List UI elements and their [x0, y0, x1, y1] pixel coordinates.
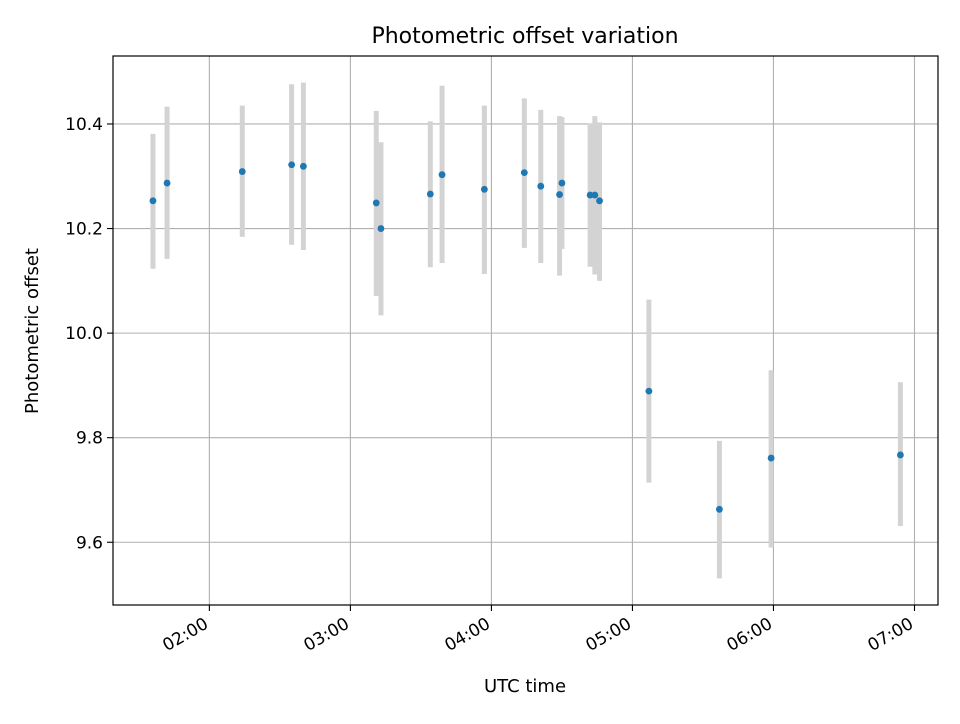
- data-point: [716, 505, 723, 513]
- x-axis-label: UTC time: [484, 676, 566, 697]
- y-tick-label: 9.6: [76, 533, 103, 553]
- data-point: [520, 169, 528, 176]
- grid: [113, 56, 938, 605]
- data-point: [591, 191, 599, 199]
- chart-title: Photometric offset variation: [371, 24, 678, 49]
- data-point: [372, 199, 380, 207]
- data-point: [377, 225, 385, 232]
- data-point: [438, 171, 446, 179]
- data-point: [896, 451, 904, 459]
- data-point: [645, 387, 653, 395]
- data-point: [537, 182, 545, 190]
- y-axis-ticks: 9.6 9.8 10.0 10.2 10.4: [65, 115, 113, 553]
- y-tick-label: 9.8: [76, 429, 103, 449]
- data-point: [767, 454, 775, 462]
- y-tick-label: 10.4: [65, 115, 103, 135]
- data-point: [596, 197, 603, 205]
- data-point: [299, 162, 307, 170]
- data-point: [426, 190, 434, 198]
- data-point: [238, 168, 246, 175]
- data-point: [556, 191, 563, 198]
- y-tick-label: 10.2: [65, 220, 103, 240]
- y-axis-label: Photometric offset: [22, 248, 43, 414]
- data-points: [149, 161, 904, 513]
- data-point: [149, 197, 157, 205]
- data-point: [288, 161, 296, 169]
- y-tick-label: 10.0: [65, 324, 103, 344]
- data-point: [480, 185, 488, 193]
- data-point: [163, 179, 171, 187]
- data-point: [558, 179, 566, 187]
- data-point: [586, 191, 594, 199]
- plot-frame: [112, 55, 939, 606]
